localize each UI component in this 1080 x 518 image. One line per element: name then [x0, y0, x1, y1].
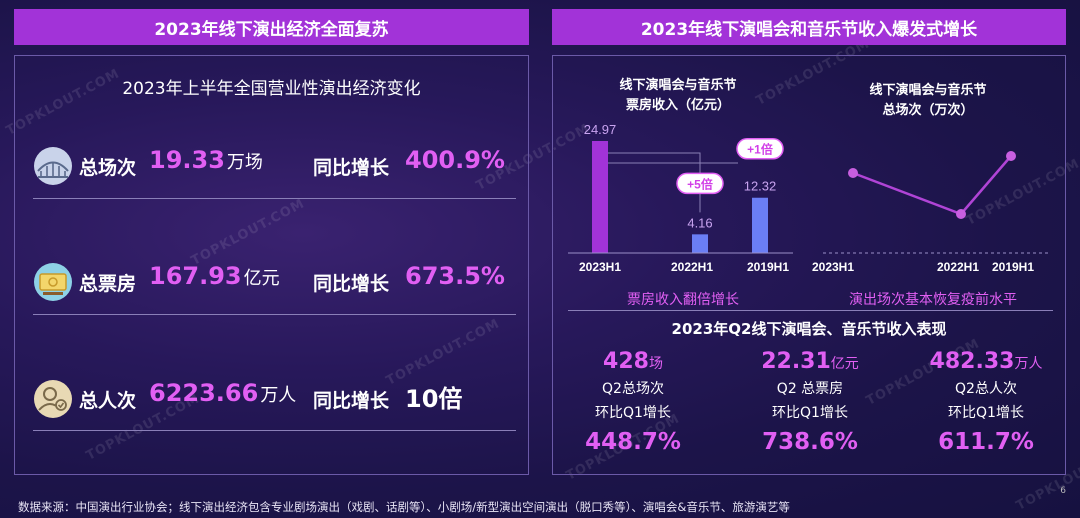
- x-tick-label: 2022H1: [937, 260, 979, 274]
- bar-2023H1: [592, 141, 608, 253]
- shows-caption: 演出场次基本恢复疫前水平: [849, 292, 1017, 308]
- data-source-footnote: 数据来源：中国演出行业协会；线下演出经济包含专业剧场演出（戏剧、话剧等）、小剧场…: [18, 500, 790, 514]
- bar-value-label: 12.32: [744, 179, 777, 194]
- badge-2022-label: +5倍: [687, 176, 713, 191]
- x-tick-label: 2023H1: [812, 260, 854, 274]
- bar-2022H1: [692, 234, 708, 253]
- stat-row-audience: 总人次 6223.66 万人 同比增长 10倍: [33, 369, 513, 429]
- stat-label: 总场次: [79, 157, 137, 179]
- badge-2019: [736, 137, 784, 160]
- money-icon: [34, 263, 72, 301]
- audience-icon: [34, 380, 72, 418]
- panel-subtitle: 2023年上半年全国营业性演出经济变化: [122, 79, 421, 99]
- page-number: 6: [1060, 486, 1066, 496]
- q2-audience: 482.33万人 Q2总人次 环比Q1增长 611.7%: [929, 349, 1043, 455]
- q2-shows: 428场 Q2总场次 环比Q1增长 448.7%: [585, 349, 681, 455]
- divider: [33, 430, 516, 431]
- yoy-label: 同比增长: [313, 273, 390, 295]
- x-tick-label: 2019H1: [747, 260, 789, 274]
- q2-section-title: 2023年Q2线下演唱会、音乐节收入表现: [671, 320, 947, 338]
- yoy-label: 同比增长: [313, 157, 390, 179]
- x-tick-label: 2019H1: [992, 260, 1034, 274]
- x-tick-label: 2022H1: [671, 260, 713, 274]
- shows-chart-title: 线下演唱会与音乐节 总场次（万次）: [869, 83, 987, 118]
- yoy-value: 10倍: [405, 385, 463, 413]
- q2-box-office: 22.31亿元 Q2 总票房 环比Q1增长 738.6%: [761, 349, 859, 455]
- badge-2022: [676, 172, 724, 195]
- box-office-bar-chart: 24.97 2023H1 4.16 2022H1 12.32 2019H1 +5倍 +1倍: [568, 122, 793, 274]
- series-line: [852, 155, 1012, 216]
- stat-row-shows: 总场次 19.33 万场 同比增长 400.9%: [33, 136, 513, 196]
- stat-value: 6223.66 万人: [149, 379, 297, 407]
- performance-economy-panel: 2023年上半年全国营业性演出经济变化 总场次 19.33 万场 同比增长 400…: [14, 55, 529, 475]
- concert-festival-panel: 线下演唱会与音乐节 票房收入（亿元） 24.97 2023H1 4.16 2022H1…: [552, 55, 1066, 475]
- right-section-banner: 2023年线下演唱会和音乐节收入爆发式增长: [552, 9, 1066, 45]
- box-office-chart-title: 线下演唱会与音乐节 票房收入（亿元）: [619, 78, 737, 113]
- bar-value-label: 24.97: [584, 122, 617, 137]
- bar-value-label: 4.16: [687, 215, 712, 230]
- yoy-value: 400.9%: [405, 146, 505, 174]
- left-section-banner: 2023年线下演出经济全面复苏: [14, 9, 529, 45]
- divider: [568, 310, 1053, 311]
- point-2023H1: [848, 168, 858, 178]
- stat-row-box-office: 总票房 167.93 亿元 同比增长 673.5%: [33, 252, 513, 312]
- stat-value: 19.33 万场: [149, 146, 263, 174]
- divider: [33, 314, 516, 315]
- stat-label: 总票房: [79, 273, 137, 295]
- stat-label: 总人次: [79, 390, 137, 412]
- point-2022H1: [956, 209, 966, 219]
- point-2019H1: [1006, 151, 1016, 161]
- yoy-value: 673.5%: [405, 262, 505, 290]
- box-office-caption: 票房收入翻倍增长: [627, 292, 739, 308]
- divider: [33, 198, 516, 199]
- shows-line-chart: 2023H1 2022H1 2019H1: [812, 151, 1048, 274]
- venue-icon: [34, 147, 72, 185]
- bar-2019H1: [752, 197, 768, 253]
- badge-2019-label: +1倍: [747, 142, 773, 157]
- x-tick-label: 2023H1: [579, 260, 621, 274]
- yoy-label: 同比增长: [313, 390, 390, 412]
- stat-value: 167.93 亿元: [149, 262, 280, 290]
